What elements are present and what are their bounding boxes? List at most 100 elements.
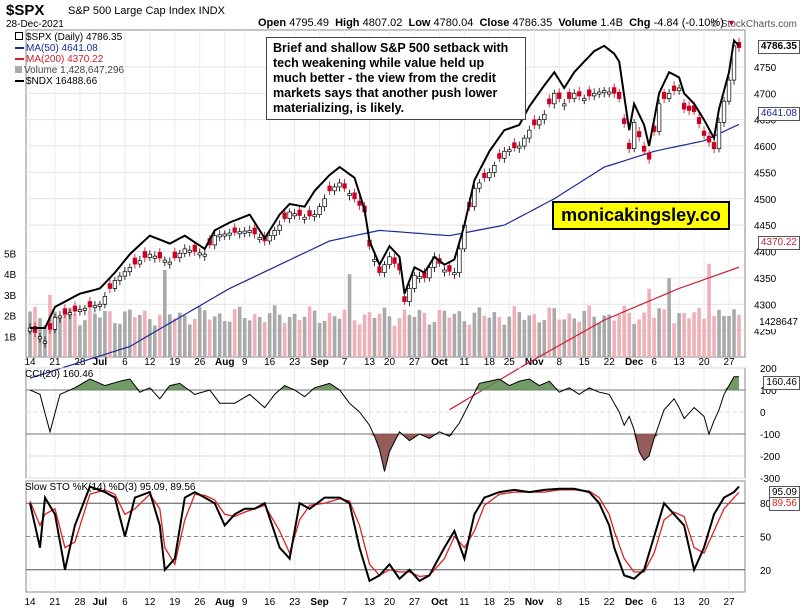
x-tick-label: 27 (409, 357, 421, 368)
volume-bar (457, 311, 462, 357)
volume-bar (462, 321, 467, 357)
cci-positive-fill (30, 376, 739, 390)
candle-body (592, 92, 597, 97)
price-tick-label: 4600 (754, 142, 777, 153)
candle-body (656, 103, 662, 132)
candle-body (172, 251, 177, 259)
volume-bar (58, 317, 62, 357)
candle-body (127, 266, 133, 273)
volume-bar (727, 315, 731, 357)
candle-body (77, 309, 83, 312)
candle-body (157, 251, 162, 259)
candle-body (92, 305, 98, 309)
volume-bar (497, 317, 502, 357)
line-icon (15, 58, 24, 61)
candle-body (297, 209, 302, 216)
volume-bar (587, 305, 592, 357)
volume-bar (192, 318, 197, 357)
volume-bar (182, 315, 187, 357)
candle-body (671, 85, 677, 92)
candle-body (247, 230, 252, 233)
volume-bar (297, 319, 302, 357)
sto-k-line (29, 485, 740, 583)
volume-bar (197, 306, 202, 357)
candle-body (117, 275, 123, 281)
volume-bar (732, 309, 736, 357)
volume-bar (737, 314, 741, 357)
candle-body (602, 90, 607, 94)
candle-body (57, 315, 63, 319)
x-tick-label: 20 (698, 357, 710, 368)
candle-body (607, 91, 612, 95)
x-tick-label: 7 (342, 597, 348, 608)
volume-bar (262, 322, 267, 357)
candle-body (627, 142, 632, 150)
volume-bar (547, 307, 552, 357)
volume-bar (317, 322, 322, 357)
candle-body (542, 114, 547, 121)
volume-bar (172, 318, 177, 357)
volume-bar (83, 320, 87, 357)
cci-tick-label: 200 (760, 364, 777, 375)
last-price-tag: 4786.35 (757, 40, 800, 54)
volume-bar (158, 314, 162, 357)
legend-ma50-text: MA(50) 4641.08 (26, 43, 98, 54)
candle-body (382, 264, 387, 273)
chart-instrument-name: S&P 500 Large Cap Index INDX (68, 5, 225, 17)
volume-bar (652, 317, 656, 357)
volume-bar (177, 312, 182, 357)
volume-bar (168, 314, 172, 357)
volume-bar (322, 320, 327, 357)
candle-body (392, 257, 397, 264)
volume-bar (257, 317, 262, 357)
volume-bar (422, 312, 427, 357)
volume-bar (532, 314, 537, 357)
candle-body (87, 301, 93, 308)
chart-date: 28-Dec-2021 (6, 19, 64, 30)
candle-body (716, 121, 722, 150)
candle-body (237, 231, 242, 235)
volume-bar (472, 312, 477, 357)
volume-bar (432, 322, 437, 357)
sto-tick-label: 80 (760, 499, 772, 510)
volume-bar (78, 325, 82, 357)
volume-bar (537, 322, 542, 357)
sto-legend: Slow STO %K(14) %D(3) 95.09, 89.56 (25, 482, 195, 493)
volume-bar (103, 310, 107, 357)
candle-body (217, 234, 222, 238)
volume-bar (437, 309, 442, 357)
candle-body (492, 165, 497, 173)
candle-body (227, 232, 232, 236)
candle-body (202, 253, 207, 257)
sto-tick-label: 20 (760, 566, 772, 577)
x-tick-label: 6 (651, 597, 657, 608)
candle-body (167, 261, 172, 265)
volume-bar (312, 310, 317, 357)
price-tick-label: 4650 (754, 116, 777, 127)
volume-bar (222, 321, 227, 357)
x-tick-label: Oct (431, 597, 448, 608)
x-tick-label: 14 (24, 597, 36, 608)
volume-bar (582, 310, 587, 357)
x-tick-label: Dec (625, 597, 644, 608)
volume-bar (452, 313, 457, 357)
candle-body (517, 145, 522, 149)
candle-body (177, 252, 182, 259)
candle-body (567, 92, 572, 99)
volume-bar (637, 319, 641, 357)
candle-body (482, 172, 487, 179)
x-tick-label: 20 (384, 597, 396, 608)
x-tick-label: 8 (556, 357, 562, 368)
candle-body (192, 244, 197, 252)
close-value: 4786.35 (512, 17, 553, 29)
x-tick-label: 6 (122, 357, 128, 368)
price-tick-label: 4700 (754, 89, 777, 100)
candle-body (222, 233, 227, 237)
volume-bar (93, 313, 97, 357)
sto-tick-label: 50 (760, 533, 772, 544)
volume-value: 1.4B (600, 17, 623, 29)
volume-bar (217, 313, 222, 357)
volume-bar (252, 313, 257, 357)
line-icon (15, 80, 24, 83)
volume-bar (552, 308, 557, 357)
